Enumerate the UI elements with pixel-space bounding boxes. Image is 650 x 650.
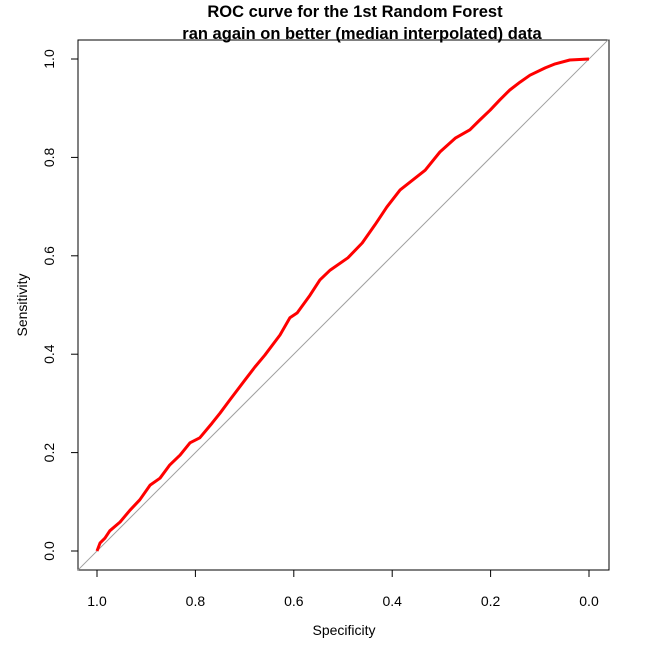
y-tick-label: 0.8	[41, 147, 57, 167]
x-axis: 1.0 0.8 0.6 0.4 0.2 0.0	[87, 570, 599, 609]
y-axis: 0.0 0.2 0.4 0.6 0.8 1.0	[41, 49, 78, 561]
x-tick-label: 0.6	[284, 593, 304, 609]
y-tick-label: 1.0	[41, 49, 57, 69]
x-tick-label: 0.2	[481, 593, 501, 609]
roc-curve	[95, 57, 590, 552]
x-tick-label: 0.4	[382, 593, 402, 609]
x-tick-label: 1.0	[87, 593, 107, 609]
roc-line	[95, 57, 590, 552]
y-tick-label: 0.0	[41, 541, 57, 561]
x-tick-label: 0.0	[579, 593, 599, 609]
x-tick-label: 0.8	[186, 593, 206, 609]
x-axis-label: Specificity	[312, 622, 375, 638]
y-tick-label: 0.2	[41, 443, 57, 463]
diagonal-line	[76, 38, 610, 572]
y-tick-label: 0.4	[41, 344, 57, 364]
chart-title: ROC curve for the 1st Random Forest	[207, 3, 503, 21]
reference-diagonal	[76, 38, 610, 572]
y-tick-label: 0.6	[41, 246, 57, 266]
y-axis-label: Sensitivity	[14, 273, 30, 336]
chart-subtitle: ran again on better (median interpolated…	[182, 25, 542, 43]
plot-frame	[77, 39, 610, 571]
